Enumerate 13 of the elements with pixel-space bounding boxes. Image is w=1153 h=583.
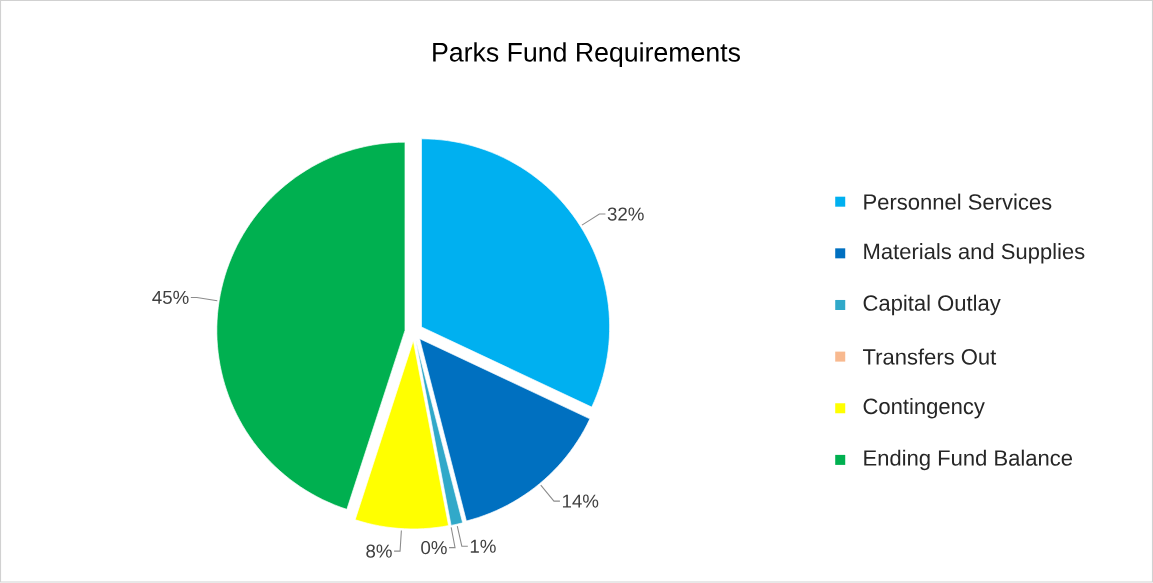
legend-label: Capital Outlay bbox=[863, 294, 1001, 316]
legend-label: Materials and Supplies bbox=[864, 243, 1085, 264]
chart-title: Parks Fund Requirements bbox=[433, 42, 740, 68]
data-label: 14% bbox=[562, 494, 599, 508]
legend-label: Personnel Services bbox=[864, 193, 1052, 210]
data-label: 1% bbox=[470, 539, 496, 553]
legend-label: Transfers Out bbox=[863, 348, 997, 365]
data-label: 8% bbox=[366, 544, 392, 558]
data-label: 45% bbox=[152, 291, 189, 305]
legend-label: Ending Fund Balance bbox=[864, 449, 1073, 471]
data-label: 32% bbox=[607, 207, 644, 221]
text: 0% bbox=[421, 541, 447, 555]
legend-label: Contingency bbox=[863, 398, 985, 419]
